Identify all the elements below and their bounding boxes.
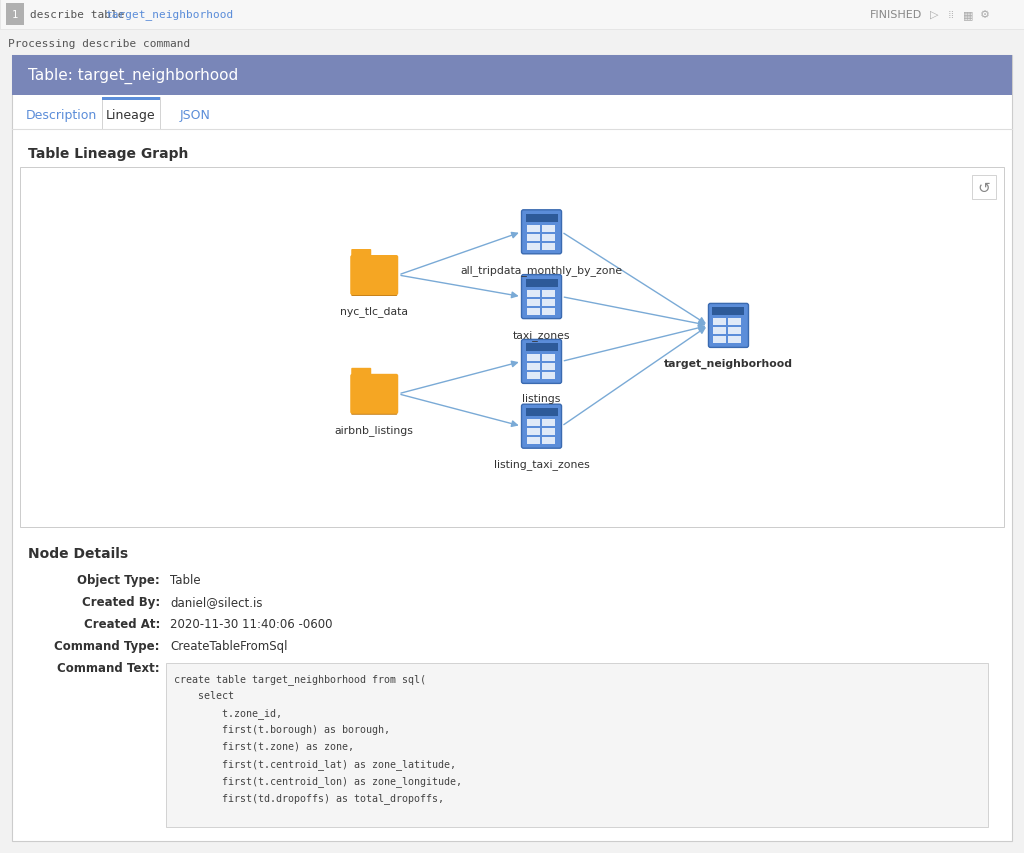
Bar xyxy=(102,98,160,101)
Bar xyxy=(526,438,540,444)
Text: Node Details: Node Details xyxy=(28,547,128,560)
Bar xyxy=(526,290,540,297)
Text: target_neighborhood: target_neighborhood xyxy=(664,358,793,368)
Bar xyxy=(526,420,540,426)
Bar xyxy=(542,290,555,297)
Text: listing_taxi_zones: listing_taxi_zones xyxy=(494,459,590,469)
Text: create table target_neighborhood from sql(: create table target_neighborhood from sq… xyxy=(174,673,426,684)
Bar xyxy=(542,438,555,444)
Bar xyxy=(972,176,996,200)
Bar xyxy=(526,429,540,436)
Text: first(t.zone) as zone,: first(t.zone) as zone, xyxy=(174,741,354,751)
Text: Object Type:: Object Type: xyxy=(77,573,160,586)
Bar xyxy=(0,0,1024,30)
FancyBboxPatch shape xyxy=(351,288,397,297)
Text: FINISHED: FINISHED xyxy=(870,10,923,20)
Bar xyxy=(714,319,726,326)
Bar xyxy=(542,355,555,362)
Bar xyxy=(542,299,555,306)
Bar xyxy=(166,664,988,827)
Text: describe table: describe table xyxy=(30,10,131,20)
Text: first(t.centroid_lat) as zone_latitude,: first(t.centroid_lat) as zone_latitude, xyxy=(174,758,456,769)
Text: Created By:: Created By: xyxy=(82,595,160,608)
Text: select: select xyxy=(174,690,234,700)
Text: Description: Description xyxy=(26,109,96,122)
Bar xyxy=(713,308,744,316)
Bar xyxy=(728,328,741,335)
Bar xyxy=(526,364,540,371)
FancyBboxPatch shape xyxy=(521,404,561,449)
Text: t.zone_id,: t.zone_id, xyxy=(174,707,282,718)
Text: Lineage: Lineage xyxy=(106,109,156,122)
Text: nyc_tlc_data: nyc_tlc_data xyxy=(340,305,409,316)
FancyBboxPatch shape xyxy=(709,304,749,348)
Text: taxi_zones: taxi_zones xyxy=(513,329,570,340)
Bar xyxy=(542,373,555,380)
Text: JSON: JSON xyxy=(179,109,211,122)
Text: ↺: ↺ xyxy=(978,180,990,195)
FancyBboxPatch shape xyxy=(521,340,561,384)
Text: listings: listings xyxy=(522,394,561,404)
Bar xyxy=(20,168,1004,527)
Bar xyxy=(525,279,557,287)
FancyBboxPatch shape xyxy=(350,256,398,296)
Bar xyxy=(526,243,540,251)
Bar xyxy=(542,225,555,233)
Bar xyxy=(526,308,540,316)
Text: first(td.dropoffs) as total_dropoffs,: first(td.dropoffs) as total_dropoffs, xyxy=(174,792,444,803)
Text: daniel@silect.is: daniel@silect.is xyxy=(170,595,262,608)
Bar xyxy=(525,215,557,223)
FancyBboxPatch shape xyxy=(521,211,561,254)
Bar xyxy=(714,328,726,335)
Text: ⁞⁞: ⁞⁞ xyxy=(948,10,955,20)
Text: Processing describe command: Processing describe command xyxy=(8,39,190,49)
FancyBboxPatch shape xyxy=(351,250,372,262)
Bar xyxy=(525,344,557,352)
Text: Command Type:: Command Type: xyxy=(54,639,160,653)
Text: Command Text:: Command Text: xyxy=(57,661,160,674)
Text: ⚙: ⚙ xyxy=(980,10,990,20)
FancyBboxPatch shape xyxy=(351,368,372,380)
Text: Table: Table xyxy=(170,573,201,586)
Bar xyxy=(542,235,555,241)
Text: Table Lineage Graph: Table Lineage Graph xyxy=(28,147,188,161)
Text: 1: 1 xyxy=(12,10,18,20)
Bar xyxy=(542,364,555,371)
Bar xyxy=(526,225,540,233)
Text: ▦: ▦ xyxy=(963,10,974,20)
Bar xyxy=(526,355,540,362)
FancyBboxPatch shape xyxy=(350,374,398,415)
Text: ▷: ▷ xyxy=(930,10,939,20)
Bar xyxy=(542,243,555,251)
Bar xyxy=(714,337,726,344)
Text: all_tripdata_monthly_by_zone: all_tripdata_monthly_by_zone xyxy=(461,264,623,276)
Bar xyxy=(728,319,741,326)
Bar xyxy=(12,56,1012,96)
Bar xyxy=(542,429,555,436)
Bar xyxy=(542,420,555,426)
Text: 2020-11-30 11:40:06 -0600: 2020-11-30 11:40:06 -0600 xyxy=(170,618,333,630)
Bar xyxy=(526,235,540,241)
Text: CreateTableFromSql: CreateTableFromSql xyxy=(170,639,288,653)
Bar xyxy=(6,4,24,26)
Bar xyxy=(542,308,555,316)
Text: Table: target_neighborhood: Table: target_neighborhood xyxy=(28,68,239,84)
Text: first(t.borough) as borough,: first(t.borough) as borough, xyxy=(174,724,390,734)
Text: Created At:: Created At: xyxy=(84,618,160,630)
Bar xyxy=(728,337,741,344)
Bar xyxy=(525,409,557,417)
FancyBboxPatch shape xyxy=(351,408,397,415)
FancyBboxPatch shape xyxy=(521,276,561,319)
Bar xyxy=(526,299,540,306)
Text: first(t.centroid_lon) as zone_longitude,: first(t.centroid_lon) as zone_longitude, xyxy=(174,775,462,786)
Bar xyxy=(526,373,540,380)
Bar xyxy=(102,98,160,130)
Text: airbnb_listings: airbnb_listings xyxy=(335,424,414,435)
Text: target_neighborhood: target_neighborhood xyxy=(105,9,233,20)
